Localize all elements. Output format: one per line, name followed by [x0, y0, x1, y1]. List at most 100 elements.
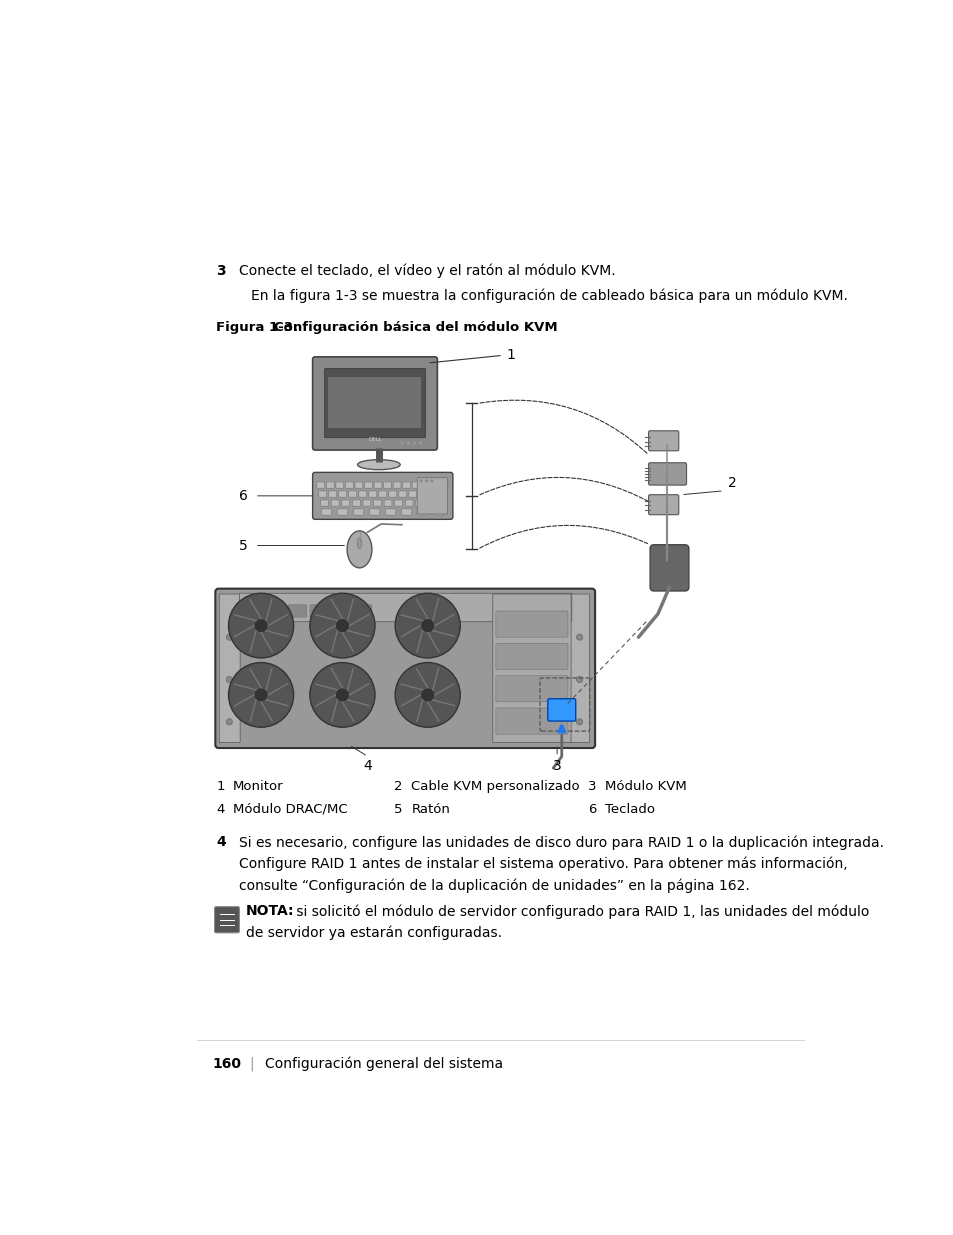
FancyBboxPatch shape [434, 509, 443, 515]
FancyBboxPatch shape [418, 492, 426, 498]
Text: 2: 2 [394, 779, 402, 793]
FancyBboxPatch shape [239, 593, 571, 621]
Text: 6: 6 [238, 489, 248, 503]
Text: Módulo KVM: Módulo KVM [604, 779, 686, 793]
Text: Configuración básica del módulo KVM: Configuración básica del módulo KVM [274, 321, 558, 333]
FancyBboxPatch shape [354, 509, 363, 515]
FancyBboxPatch shape [389, 492, 396, 498]
FancyBboxPatch shape [363, 500, 371, 506]
Circle shape [419, 479, 422, 483]
Circle shape [335, 688, 349, 701]
FancyBboxPatch shape [429, 492, 436, 498]
FancyBboxPatch shape [369, 492, 376, 498]
Text: 1: 1 [506, 348, 515, 362]
FancyBboxPatch shape [384, 500, 392, 506]
FancyBboxPatch shape [648, 463, 686, 485]
FancyBboxPatch shape [326, 482, 334, 488]
FancyBboxPatch shape [313, 357, 436, 450]
FancyBboxPatch shape [496, 643, 567, 669]
FancyBboxPatch shape [320, 500, 328, 506]
Circle shape [229, 662, 294, 727]
FancyBboxPatch shape [321, 509, 332, 515]
FancyBboxPatch shape [345, 482, 353, 488]
FancyBboxPatch shape [649, 545, 688, 592]
Circle shape [395, 662, 459, 727]
FancyBboxPatch shape [316, 482, 324, 488]
Text: 4: 4 [363, 758, 372, 773]
Text: Conecte el teclado, el vídeo y el ratón al módulo KVM.: Conecte el teclado, el vídeo y el ratón … [239, 264, 616, 278]
FancyBboxPatch shape [648, 431, 679, 451]
Text: 160: 160 [212, 1057, 241, 1071]
Circle shape [229, 593, 294, 658]
Text: 3: 3 [552, 758, 561, 773]
Circle shape [576, 634, 582, 640]
FancyBboxPatch shape [496, 611, 567, 637]
FancyBboxPatch shape [409, 492, 416, 498]
FancyBboxPatch shape [395, 500, 402, 506]
FancyBboxPatch shape [421, 482, 429, 488]
Text: si solicitó el módulo de servidor configurado para RAID 1, las unidades del módu: si solicitó el módulo de servidor config… [292, 904, 868, 919]
FancyBboxPatch shape [496, 676, 567, 701]
Ellipse shape [347, 531, 372, 568]
Text: Cable KVM personalizado: Cable KVM personalizado [411, 779, 579, 793]
Circle shape [253, 688, 268, 701]
FancyBboxPatch shape [405, 500, 413, 506]
Circle shape [576, 677, 582, 683]
FancyBboxPatch shape [310, 605, 328, 618]
FancyBboxPatch shape [353, 605, 372, 618]
Text: 2: 2 [727, 477, 736, 490]
Circle shape [310, 593, 375, 658]
Circle shape [335, 619, 349, 632]
FancyBboxPatch shape [364, 482, 372, 488]
Text: de servidor ya estarán configuradas.: de servidor ya estarán configuradas. [245, 926, 501, 940]
FancyBboxPatch shape [440, 482, 448, 488]
Circle shape [226, 677, 233, 683]
Circle shape [418, 442, 422, 445]
FancyBboxPatch shape [431, 482, 438, 488]
FancyBboxPatch shape [417, 509, 428, 515]
FancyBboxPatch shape [370, 509, 379, 515]
FancyBboxPatch shape [349, 492, 356, 498]
Text: 5: 5 [238, 538, 248, 552]
FancyBboxPatch shape [332, 605, 350, 618]
FancyBboxPatch shape [288, 605, 307, 618]
Text: Monitor: Monitor [233, 779, 283, 793]
Text: Si es necesario, configure las unidades de disco duro para RAID 1 o la duplicaci: Si es necesario, configure las unidades … [239, 835, 883, 850]
Circle shape [424, 479, 428, 483]
Text: Teclado: Teclado [604, 803, 655, 815]
Text: consulte “Configuración de la duplicación de unidades” en la página 162.: consulte “Configuración de la duplicació… [239, 878, 749, 893]
Text: Módulo DRAC/MC: Módulo DRAC/MC [233, 803, 348, 815]
FancyBboxPatch shape [385, 509, 395, 515]
FancyBboxPatch shape [328, 377, 421, 427]
FancyBboxPatch shape [426, 500, 434, 506]
Circle shape [400, 442, 403, 445]
Text: |: | [249, 1057, 253, 1071]
FancyBboxPatch shape [416, 500, 423, 506]
Text: NOTA:: NOTA: [245, 904, 294, 919]
Circle shape [226, 634, 233, 640]
FancyBboxPatch shape [331, 500, 338, 506]
FancyBboxPatch shape [341, 500, 349, 506]
FancyBboxPatch shape [393, 482, 400, 488]
FancyBboxPatch shape [648, 495, 679, 515]
FancyBboxPatch shape [219, 594, 240, 742]
FancyBboxPatch shape [324, 368, 425, 437]
Text: En la figura 1-3 se muestra la configuración de cableado básica para un módulo K: En la figura 1-3 se muestra la configura… [251, 288, 847, 303]
Text: Ratón: Ratón [411, 803, 450, 815]
FancyBboxPatch shape [337, 509, 347, 515]
Text: Configure RAID 1 antes de instalar el sistema operativo. Para obtener más inform: Configure RAID 1 antes de instalar el si… [239, 857, 847, 871]
Circle shape [226, 719, 233, 725]
FancyBboxPatch shape [547, 699, 575, 721]
FancyBboxPatch shape [438, 492, 446, 498]
FancyBboxPatch shape [402, 482, 410, 488]
Circle shape [413, 442, 416, 445]
FancyBboxPatch shape [338, 492, 346, 498]
Circle shape [406, 442, 410, 445]
Text: 5: 5 [394, 803, 402, 815]
FancyBboxPatch shape [412, 482, 419, 488]
FancyBboxPatch shape [329, 492, 336, 498]
FancyBboxPatch shape [401, 509, 412, 515]
FancyBboxPatch shape [398, 492, 406, 498]
FancyBboxPatch shape [358, 492, 366, 498]
Ellipse shape [357, 459, 399, 469]
